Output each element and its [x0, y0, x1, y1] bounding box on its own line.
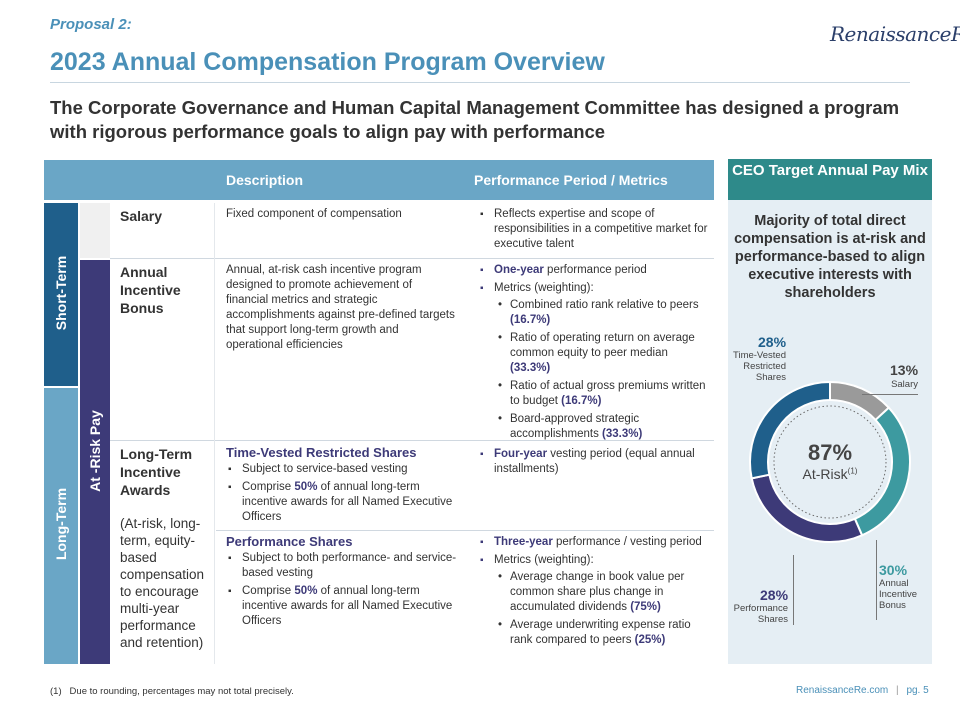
at-risk-band: At -Risk Pay [80, 260, 110, 664]
list-item: Average underwriting expense ratio rank … [478, 618, 710, 648]
title-divider [50, 82, 910, 83]
row-divider [110, 440, 714, 441]
list-item: Ratio of operating return on average com… [478, 331, 710, 376]
salary-pct: 13% [890, 362, 919, 378]
page-subtitle: The Corporate Governance and Human Capit… [50, 97, 900, 142]
salary-leader-line [862, 394, 918, 395]
list-item: Metrics (weighting): Average change in b… [478, 553, 710, 648]
column-divider [214, 203, 215, 664]
at-risk-caption: At-Risk [802, 466, 848, 482]
salary-description: Fixed component of compensation [226, 208, 402, 220]
bonus-label: Annual Incentive Bonus [879, 578, 918, 611]
performance-shares-title: Performance Shares [226, 534, 353, 549]
performance-shares-description: Performance Shares Subject to both perfo… [226, 534, 462, 632]
salary-row-name: Salary [120, 208, 163, 224]
proposal-label: Proposal 2: [50, 16, 132, 33]
footer: RenaissanceRe.com | pg. 5 [796, 685, 929, 696]
footnote-marker: (1) [847, 466, 858, 476]
list-item: Comprise 50% of annual long-term incenti… [226, 584, 462, 629]
list-item: Three-year performance / vesting period [478, 535, 710, 550]
ps-leader-line [793, 555, 794, 625]
pay-mix-heading: CEO Target Annual Pay Mix [728, 159, 932, 200]
salary-label: Salary [891, 379, 918, 390]
list-item: One-year performance period [478, 263, 710, 278]
list-item: Ratio of actual gross premiums written t… [478, 379, 710, 409]
list-item: Combined ratio rank relative to peers (1… [478, 298, 710, 328]
restricted-shares-description: Time-Vested Restricted Shares Subject to… [226, 445, 462, 528]
list-item: Comprise 50% of annual long-term incenti… [226, 480, 462, 525]
short-term-band: Short-Term [44, 203, 78, 386]
short-term-label: Short-Term [53, 255, 69, 331]
donut-slice-performance-shares [750, 473, 864, 543]
bonus-leader-line [876, 540, 877, 620]
restricted-shares-label: Time-Vested Restricted Shares [733, 350, 786, 383]
pay-mix-summary: Majority of total direct compensation is… [734, 213, 926, 301]
ltia-row-name: Long-Term Incentive Awards (At-risk, lon… [120, 445, 212, 651]
row-divider [110, 258, 714, 259]
restricted-shares-metrics: Four-year vesting period (equal annual i… [478, 447, 710, 480]
footnote: (1) Due to rounding, percentages may not… [50, 686, 294, 697]
list-item: Metrics (weighting): Combined ratio rank… [478, 281, 710, 442]
performance-shares-metrics: Three-year performance / vesting period … [478, 535, 710, 651]
website-link[interactable]: RenaissanceRe.com [796, 685, 889, 696]
bonus-pct: 30% [879, 562, 908, 578]
salary-spacer [80, 203, 110, 258]
long-term-band: Long-Term [44, 388, 78, 664]
bonus-metrics: One-year performance period Metrics (wei… [478, 263, 710, 445]
page-title: 2023 Annual Compensation Program Overvie… [50, 48, 605, 76]
performance-shares-pct: 28% [760, 587, 789, 603]
company-logo: RenaissanceRe [830, 22, 960, 46]
pay-mix-donut-chart [749, 380, 911, 543]
list-item: Four-year vesting period (equal annual i… [478, 447, 710, 477]
column-header-performance: Performance Period / Metrics [474, 172, 668, 188]
ltia-note: (At-risk, long-term, equity-based compen… [120, 516, 205, 650]
salary-metrics: Reflects expertise and scope of responsi… [478, 207, 710, 255]
column-header-description: Description [226, 172, 304, 188]
row-divider [216, 530, 714, 531]
list-item: Reflects expertise and scope of responsi… [478, 207, 710, 252]
list-item: Average change in book value per common … [478, 570, 710, 615]
donut-slice-time-vested-restricted-shares [749, 380, 831, 480]
at-risk-label: At -Risk Pay [87, 410, 103, 492]
performance-shares-label: Performance Shares [733, 603, 788, 625]
list-item: Subject to service-based vesting [226, 462, 462, 477]
bonus-description: Annual, at-risk cash incentive program d… [226, 264, 455, 351]
restricted-shares-pct: 28% [758, 334, 787, 350]
bonus-row-name: Annual Incentive Bonus [120, 264, 181, 316]
donut-inner-ring [773, 405, 887, 519]
list-item: Subject to both performance- and service… [226, 551, 462, 581]
donut-center: 87% At-Risk(1) [790, 440, 870, 482]
table-header: Description Performance Period / Metrics [44, 160, 714, 200]
restricted-shares-title: Time-Vested Restricted Shares [226, 445, 417, 460]
long-term-label: Long-Term [53, 487, 69, 561]
page-number: pg. 5 [906, 685, 929, 696]
list-item: Board-approved strategic accomplishments… [478, 412, 710, 442]
at-risk-percentage: 87% [807, 440, 853, 465]
